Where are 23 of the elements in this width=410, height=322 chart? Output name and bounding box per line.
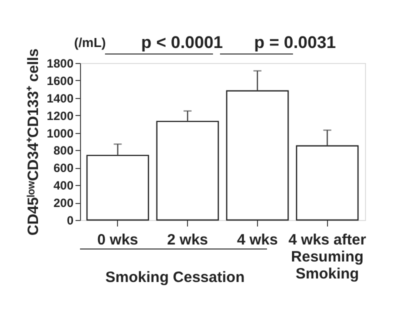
bar bbox=[86, 154, 150, 221]
y-tick-label: 1200 bbox=[46, 108, 74, 123]
y-tick-label: 800 bbox=[53, 144, 74, 158]
y-tick-label: 1800 bbox=[46, 56, 74, 70]
x-tick-label: 4 wks bbox=[236, 232, 278, 248]
y-tick-label: 1400 bbox=[46, 91, 74, 106]
y-tick-label: 600 bbox=[53, 161, 74, 176]
y-tick-label: 400 bbox=[53, 178, 74, 193]
y-tick-label: 200 bbox=[53, 196, 74, 210]
y-axis-title: CD45ˡᵒʷCD34⁺CD133⁺ cells bbox=[24, 48, 42, 236]
text: Smoking Cessation bbox=[105, 269, 245, 286]
x-tick-label: 0 wks bbox=[97, 232, 138, 248]
bar bbox=[226, 90, 289, 221]
text: p = 0.0031 bbox=[254, 33, 336, 52]
text: (/mL) bbox=[74, 35, 106, 50]
text: p < 0.0001 bbox=[141, 33, 223, 52]
bar bbox=[296, 145, 359, 221]
y-tick-label: 0 bbox=[66, 214, 74, 228]
y-tick-label: 1000 bbox=[46, 126, 74, 140]
bar bbox=[156, 120, 219, 221]
x-tick-label: 2 wks bbox=[167, 232, 208, 248]
y-tick-label: 1600 bbox=[46, 74, 74, 88]
x-tick-label: 4 wks after Resuming Smoking bbox=[288, 232, 366, 282]
